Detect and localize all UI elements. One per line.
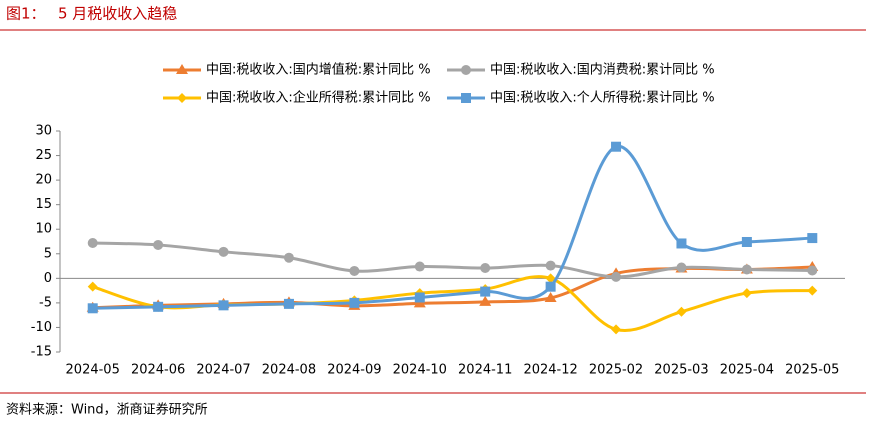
y-tick-label: 25: [35, 148, 52, 163]
y-tick-label: 30: [35, 124, 52, 139]
x-tick-label: 2024-06: [131, 363, 185, 378]
data-point: [480, 286, 491, 297]
data-point: [544, 291, 557, 302]
data-point: [218, 300, 229, 311]
data-point: [283, 252, 294, 263]
x-tick-label: 2025-04: [720, 363, 774, 378]
data-point: [676, 262, 687, 273]
data-point: [611, 271, 622, 282]
legend-marker: [461, 93, 471, 103]
data-point: [218, 246, 229, 257]
y-tick-label: 10: [35, 222, 52, 237]
y-tick-label: -10: [31, 320, 52, 335]
legend-label: 中国:税收收入:个人所得税:累计同比 %: [490, 90, 715, 106]
data-point: [414, 261, 425, 272]
data-point: [153, 301, 164, 312]
series-line: [92, 265, 813, 310]
data-point: [741, 288, 752, 299]
data-point: [349, 265, 360, 276]
x-tick-label: 2024-09: [327, 363, 381, 378]
x-tick-label: 2024-05: [66, 363, 120, 378]
legend-marker: [176, 64, 188, 74]
data-point: [349, 297, 360, 308]
x-tick-label: 2024-11: [458, 363, 512, 378]
data-point: [807, 265, 818, 276]
x-tick-label: 2025-05: [785, 363, 839, 378]
data-point: [807, 233, 818, 244]
y-tick-label: 15: [35, 197, 52, 212]
x-tick-label: 2024-07: [196, 363, 250, 378]
data-point: [87, 237, 98, 248]
data-point: [545, 260, 556, 271]
legend-label: 中国:税收收入:企业所得税:累计同比 %: [206, 90, 431, 106]
x-tick-label: 2024-12: [523, 363, 577, 378]
series-line: [92, 241, 813, 279]
data-point: [676, 238, 687, 249]
data-point: [87, 303, 98, 314]
data-point: [153, 239, 164, 250]
legend-marker: [461, 65, 471, 75]
y-tick-label: 20: [35, 173, 52, 188]
data-point: [480, 263, 491, 274]
data-point: [611, 324, 622, 335]
x-tick-label: 2024-08: [262, 363, 316, 378]
data-point: [611, 141, 622, 152]
legend-label: 中国:税收收入:国内消费税:累计同比 %: [490, 62, 715, 78]
x-tick-label: 2025-03: [654, 363, 708, 378]
source-note: 资料来源：Wind，浙商证券研究所: [6, 402, 208, 418]
data-point: [545, 281, 556, 292]
y-tick-label: 5: [44, 246, 52, 261]
data-point: [87, 281, 98, 292]
chart-title: 5 月税收收入趋稳: [58, 5, 177, 23]
data-point: [741, 236, 752, 247]
data-point: [741, 264, 752, 275]
data-point: [414, 292, 425, 303]
data-point: [545, 273, 556, 284]
x-tick-label: 2025-02: [589, 363, 643, 378]
data-point: [283, 298, 294, 309]
y-tick-label: 0: [44, 271, 52, 286]
x-tick-label: 2024-10: [393, 363, 447, 378]
legend-marker: [177, 93, 187, 103]
y-tick-label: -15: [31, 345, 52, 360]
legend-label: 中国:税收收入:国内增值税:累计同比 %: [206, 62, 431, 78]
y-tick-label: -5: [39, 295, 52, 310]
data-point: [676, 306, 687, 317]
data-point: [807, 285, 818, 296]
data-point: [479, 295, 492, 306]
figure-label: 图1：: [6, 5, 46, 23]
series-line: [92, 145, 813, 310]
